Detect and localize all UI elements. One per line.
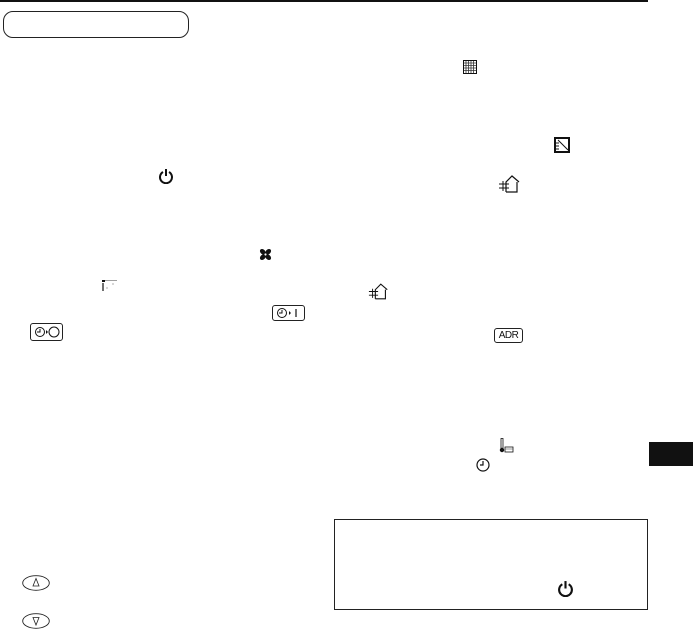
grid-icon xyxy=(463,60,477,74)
up-button-icon xyxy=(22,575,50,591)
adr-label: ADR xyxy=(494,328,523,343)
clock-icon xyxy=(476,458,490,472)
note-box xyxy=(334,519,648,610)
house-ventilation-icon xyxy=(498,175,522,193)
section-title-box xyxy=(3,11,189,38)
panel-icon xyxy=(554,137,570,153)
power-icon xyxy=(557,580,574,597)
louver-icon xyxy=(101,279,118,292)
timer-on-icon xyxy=(272,305,305,321)
house-ventilation-icon xyxy=(368,283,390,300)
fan-icon xyxy=(259,248,272,261)
section-tab xyxy=(649,442,693,466)
down-button-icon xyxy=(22,613,50,629)
thermometer-icon xyxy=(499,438,514,453)
top-rule xyxy=(0,0,648,2)
power-icon xyxy=(158,168,174,184)
timer-off-icon xyxy=(30,323,63,341)
